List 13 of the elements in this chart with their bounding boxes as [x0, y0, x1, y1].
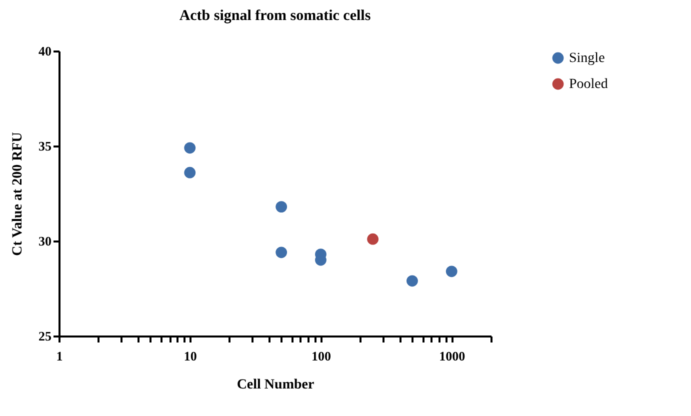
x-tick-label: 100: [311, 348, 331, 364]
x-tick-label: 10: [184, 348, 197, 364]
y-tick-label: 35: [38, 138, 52, 154]
x-tick-label: 1000: [439, 348, 466, 364]
legend-label: Single: [569, 51, 605, 66]
y-tick-label: 40: [38, 44, 52, 58]
y-tick-label: 25: [38, 328, 52, 344]
legend-label: Pooled: [569, 77, 608, 92]
chart-title: Actb signal from somatic cells: [179, 8, 371, 24]
x-axis-title: Cell Number: [236, 378, 314, 392]
x-tick-label: 1: [56, 348, 63, 364]
y-axis-title: Ct Value at 200 RFU: [10, 132, 26, 256]
y-tick-label: 30: [38, 234, 52, 248]
